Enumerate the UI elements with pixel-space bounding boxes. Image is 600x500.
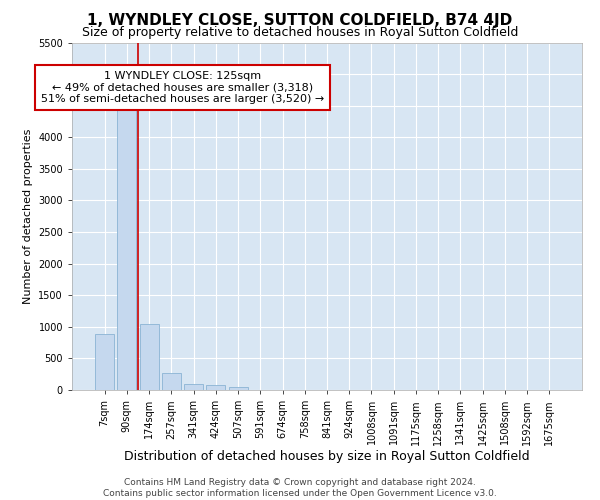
Text: Contains HM Land Registry data © Crown copyright and database right 2024.
Contai: Contains HM Land Registry data © Crown c…: [103, 478, 497, 498]
Bar: [184, 384, 203, 390]
Bar: [162, 372, 181, 390]
Text: Size of property relative to detached houses in Royal Sutton Coldfield: Size of property relative to detached ho…: [82, 26, 518, 39]
Bar: [229, 386, 248, 390]
Text: 1, WYNDLEY CLOSE, SUTTON COLDFIELD, B74 4JD: 1, WYNDLEY CLOSE, SUTTON COLDFIELD, B74 …: [88, 12, 512, 28]
Bar: [140, 324, 158, 390]
Bar: [206, 386, 225, 390]
Bar: [95, 334, 114, 390]
Bar: [118, 103, 136, 390]
X-axis label: Distribution of detached houses by size in Royal Sutton Coldfield: Distribution of detached houses by size …: [124, 450, 530, 463]
Y-axis label: Number of detached properties: Number of detached properties: [23, 128, 32, 304]
Text: 1 WYNDLEY CLOSE: 125sqm
← 49% of detached houses are smaller (3,318)
51% of semi: 1 WYNDLEY CLOSE: 125sqm ← 49% of detache…: [41, 71, 324, 104]
